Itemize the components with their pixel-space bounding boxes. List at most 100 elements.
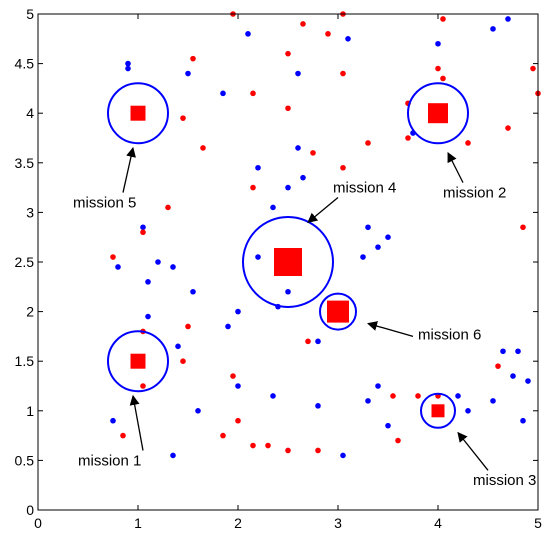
point-s1-30 [385, 234, 391, 240]
point-s2-22 [310, 150, 316, 156]
point-s1-17 [140, 224, 146, 231]
point-s2-44 [395, 437, 401, 444]
point-s1-5 [245, 31, 251, 37]
y-tick-label: 3.5 [15, 155, 35, 171]
point-s2-38 [220, 432, 226, 439]
point-s1-52 [465, 408, 471, 414]
point-s1-38 [110, 417, 116, 424]
point-s2-40 [250, 442, 256, 449]
point-s2-43 [315, 447, 321, 454]
mission-6-label: mission 6 [418, 326, 481, 343]
point-s1-22 [235, 308, 241, 315]
mission-2-marker [428, 103, 448, 124]
point-s2-18 [365, 140, 371, 146]
mission-1-marker [130, 353, 146, 369]
point-s2-20 [465, 140, 471, 146]
point-s2-31 [305, 338, 311, 345]
point-s2-7 [190, 55, 196, 62]
point-s2-36 [495, 363, 501, 369]
y-tick-label: 1.5 [15, 353, 35, 369]
y-tick-label: 5 [26, 6, 34, 22]
point-s1-12 [295, 145, 301, 151]
point-s2-2 [300, 21, 306, 27]
point-s2-24 [250, 184, 256, 191]
point-s1-3 [185, 70, 191, 77]
point-s1-29 [375, 244, 381, 250]
point-s2-28 [520, 224, 526, 231]
point-s1-8 [435, 40, 441, 47]
point-s2-23 [340, 164, 346, 171]
point-s1-10 [505, 16, 511, 22]
mission-1-label: mission 1 [78, 452, 141, 469]
point-s1-4 [220, 90, 226, 97]
point-s1-26 [285, 288, 291, 295]
point-s1-47 [500, 348, 506, 355]
mission-5-circle [107, 82, 169, 145]
point-s1-33 [190, 288, 196, 295]
mission-1-circle [107, 330, 169, 393]
mission-annotations: mission 1 mission 2 mission 3 mission 4 miss… [73, 146, 536, 489]
x-tick-label: 1 [134, 515, 142, 531]
point-s1-36 [195, 408, 201, 414]
y-tick-label: 0 [26, 502, 34, 518]
y-tick-label: 4 [26, 105, 34, 121]
mission-6-arrow [367, 321, 414, 338]
point-s2-13 [530, 65, 536, 72]
point-s2-37 [235, 417, 241, 424]
point-s1-51 [520, 417, 526, 424]
mission-2-label: mission 2 [443, 185, 506, 202]
point-s2-25 [165, 204, 171, 211]
point-s1-45 [455, 393, 461, 399]
point-s1-44 [385, 422, 391, 429]
mission-2-circle [407, 82, 469, 145]
point-s2-41 [265, 442, 271, 449]
point-s1-24 [255, 254, 261, 260]
mission-3-label: mission 3 [473, 472, 536, 489]
mission-5-label: mission 5 [73, 194, 136, 211]
point-s1-50 [525, 378, 531, 384]
y-tick-label: 3 [26, 204, 34, 220]
y-tick-label: 2 [26, 304, 34, 320]
mission-3-marker [431, 404, 445, 418]
y-tick-label: 4.5 [15, 56, 35, 72]
point-s1-6 [295, 70, 301, 77]
point-s1-28 [365, 224, 371, 231]
point-s1-37 [170, 452, 176, 459]
point-s2-33 [230, 373, 236, 379]
point-s1-18 [155, 259, 161, 265]
point-s1-41 [340, 452, 346, 459]
point-s2-16 [180, 115, 186, 121]
point-s1-46 [490, 398, 496, 404]
point-s2-5 [440, 16, 446, 22]
y-tick-label: 0.5 [15, 452, 35, 468]
point-s1-34 [175, 343, 181, 350]
point-s1-13 [300, 174, 306, 181]
point-s1-2 [125, 65, 131, 72]
point-s2-10 [340, 70, 346, 77]
point-s1-14 [255, 164, 261, 171]
point-s2-42 [285, 447, 291, 454]
mission-6-marker [327, 300, 349, 323]
point-s2-9 [285, 105, 291, 112]
x-tick-label: 4 [434, 515, 442, 531]
mission-4-label: mission 4 [333, 180, 396, 197]
point-s2-27 [110, 254, 116, 260]
point-s2-19 [405, 135, 411, 141]
point-s1-19 [115, 264, 121, 270]
point-s1-40 [315, 403, 321, 409]
point-s2-11 [435, 65, 441, 72]
x-tick-label: 0 [34, 515, 42, 531]
point-s1-7 [345, 36, 351, 42]
point-s2-17 [200, 145, 206, 151]
point-s1-48 [510, 373, 516, 379]
point-s1-9 [490, 26, 496, 32]
point-s1-42 [365, 398, 371, 404]
point-s2-3 [325, 31, 331, 37]
mission-5-marker [130, 105, 146, 121]
point-s1-39 [270, 393, 276, 399]
point-s2-30 [185, 323, 191, 330]
point-s2-32 [180, 358, 186, 365]
point-s1-21 [145, 279, 151, 285]
y-tick-label: 2.5 [15, 254, 35, 270]
